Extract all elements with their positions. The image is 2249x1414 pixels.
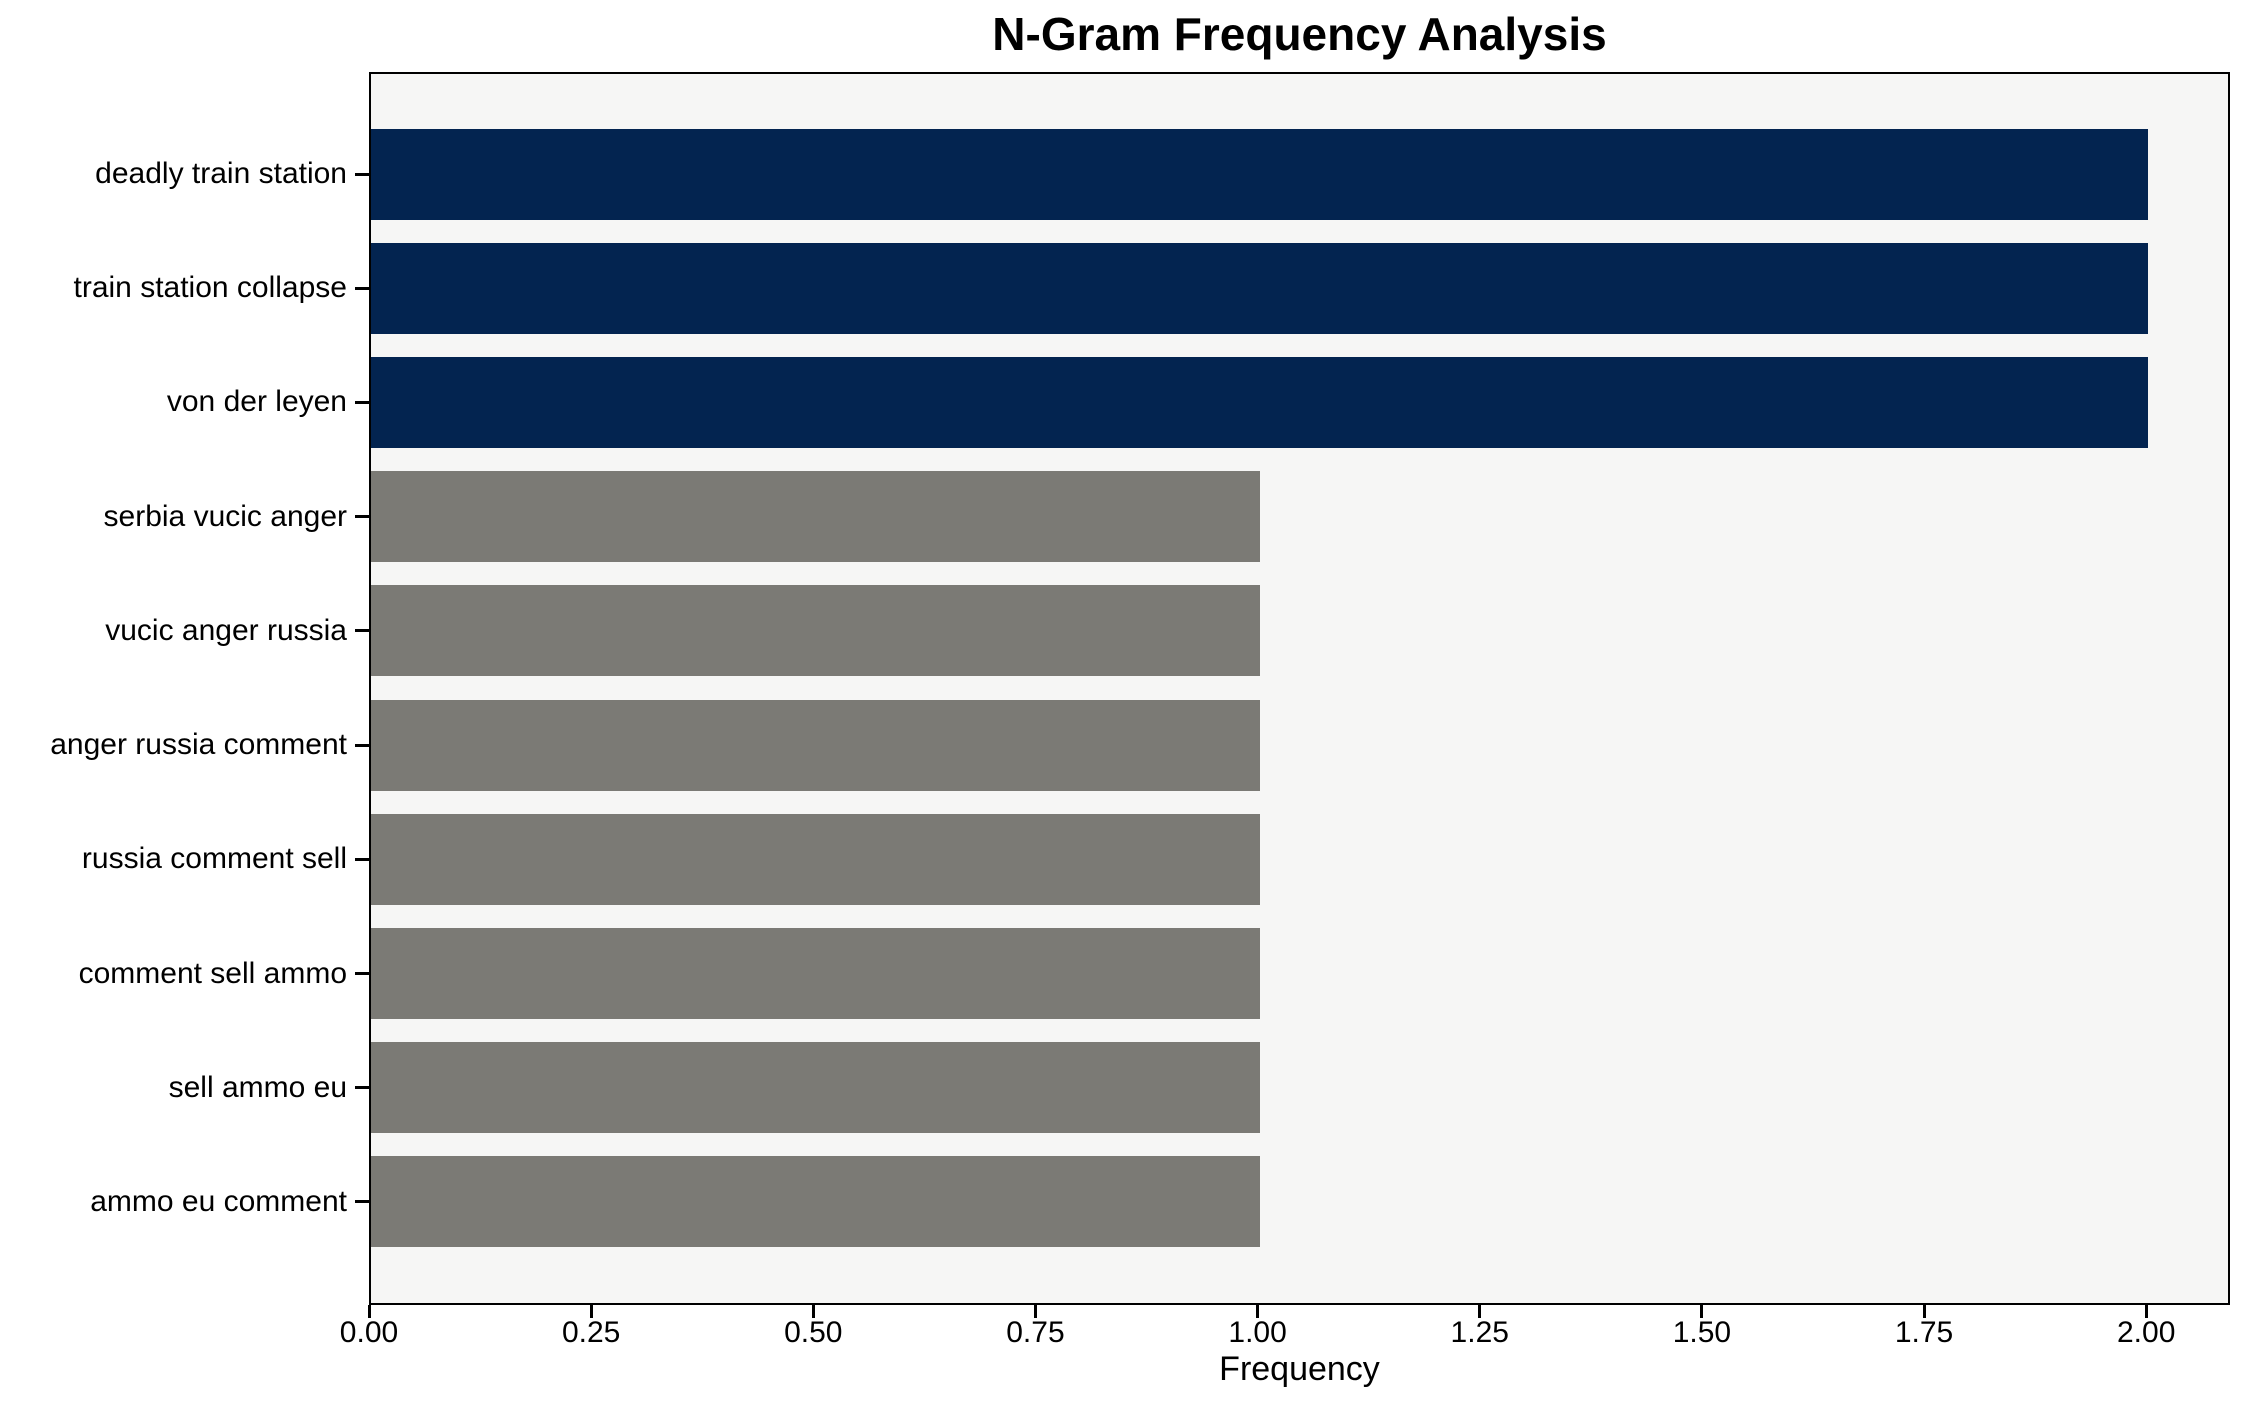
bar — [371, 356, 2149, 448]
y-tick-mark — [355, 400, 369, 404]
y-tick-label: sell ammo eu — [168, 1070, 347, 1104]
y-tick-label: deadly train station — [95, 157, 347, 190]
x-tick-mark — [1700, 1305, 1704, 1318]
x-tick-label: 0.00 — [339, 1316, 399, 1349]
bar — [371, 813, 1260, 905]
x-tick-mark — [589, 1305, 593, 1318]
x-tick-mark — [1256, 1305, 1260, 1318]
y-tick-mark — [355, 172, 369, 176]
x-tick-mark — [811, 1305, 815, 1318]
y-tick-label: train station collapse — [73, 271, 348, 305]
x-tick-mark — [367, 1305, 371, 1318]
x-tick-mark — [2144, 1305, 2148, 1318]
y-tick-mark — [355, 515, 369, 519]
y-tick-label: comment sell ammo — [78, 956, 347, 990]
y-tick-mark — [355, 1200, 369, 1204]
x-tick-label: 2.00 — [2116, 1316, 2176, 1349]
x-tick-label: 0.75 — [1006, 1316, 1065, 1349]
bar — [371, 1156, 1260, 1248]
x-tick-label: 1.50 — [1672, 1316, 1732, 1349]
bar — [371, 128, 2149, 220]
x-tick-label: 1.00 — [1228, 1316, 1287, 1349]
bar — [371, 585, 1260, 677]
bar — [371, 699, 1260, 791]
x-tick-mark — [1033, 1305, 1037, 1318]
y-tick-label: von der leyen — [166, 385, 347, 419]
y-tick-label: serbia vucic anger — [103, 499, 347, 533]
bar — [371, 242, 2149, 334]
y-tick-label: vucic anger russia — [105, 613, 347, 647]
bar — [371, 471, 1260, 563]
x-tick-label: 1.25 — [1450, 1316, 1509, 1349]
x-axis-title: Frequency — [1219, 1350, 1380, 1388]
x-tick-mark — [1922, 1305, 1926, 1318]
y-tick-label: russia comment sell — [81, 842, 347, 876]
x-tick-label: 0.25 — [561, 1316, 621, 1349]
x-tick-mark — [1478, 1305, 1482, 1318]
x-tick-label: 1.75 — [1894, 1316, 1954, 1349]
y-tick-mark — [355, 629, 369, 633]
y-tick-label: anger russia comment — [50, 728, 347, 762]
y-tick-mark — [355, 286, 369, 290]
y-tick-mark — [355, 1086, 369, 1090]
bar — [371, 928, 1260, 1020]
chart-title: N-Gram Frequency Analysis — [992, 8, 1607, 60]
y-tick-label: ammo eu comment — [90, 1184, 347, 1218]
y-tick-mark — [355, 972, 369, 976]
x-tick-label: 0.50 — [784, 1316, 843, 1349]
y-tick-mark — [355, 857, 369, 861]
bar — [371, 1042, 1260, 1134]
y-tick-mark — [355, 743, 369, 747]
plot-area — [369, 72, 2230, 1305]
